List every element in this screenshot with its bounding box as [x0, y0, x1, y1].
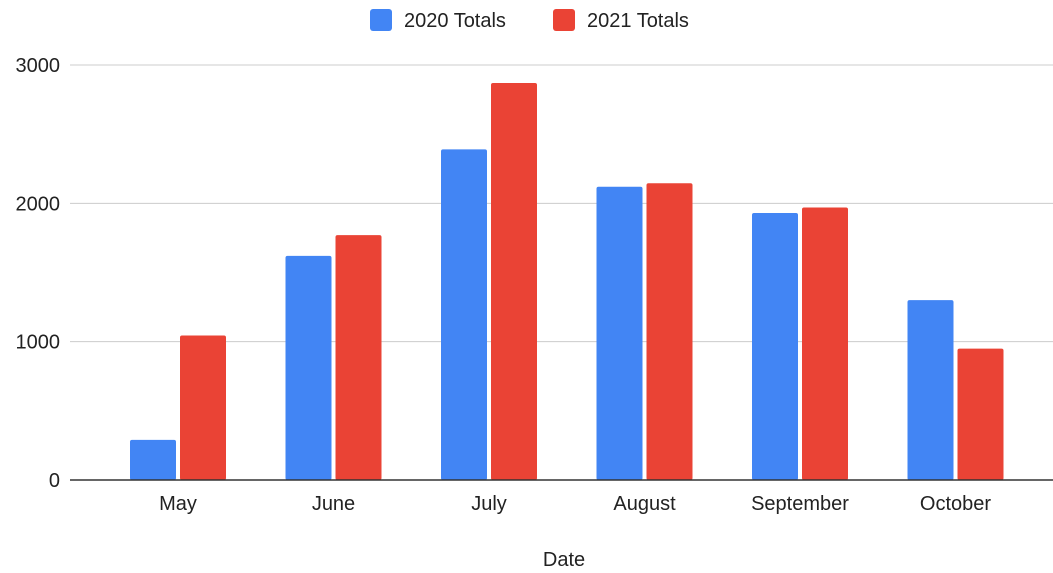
legend-label: 2020 Totals — [404, 10, 506, 32]
bar-series-1-october — [907, 300, 954, 480]
x-axis-ticks: May June July August September October — [159, 493, 991, 515]
bar-series-1-may — [130, 439, 176, 480]
legend: 2020 Totals 2021 Totals — [370, 9, 689, 32]
bar-series-1-september — [752, 213, 798, 480]
x-tick-label: August — [613, 493, 676, 515]
legend-swatch — [370, 9, 392, 31]
legend-label: 2021 Totals — [587, 10, 689, 32]
bar-series-1-july — [441, 149, 487, 480]
x-tick-label: June — [312, 493, 355, 515]
y-tick-label: 2000 — [16, 193, 61, 215]
x-axis-title: Date — [543, 549, 585, 571]
bar-series-2-may — [180, 335, 226, 480]
x-tick-label: May — [159, 493, 197, 515]
bar-series-2-october — [957, 348, 1004, 480]
x-tick-label: July — [471, 493, 507, 515]
bar-series-2-september — [802, 207, 848, 480]
y-tick-label: 3000 — [16, 55, 61, 77]
bar-series-2-august — [646, 183, 693, 480]
bar-series-1-august — [596, 186, 643, 480]
bar-series-1-june — [285, 255, 332, 480]
x-tick-label: September — [751, 493, 849, 515]
bar-series-2-june — [335, 235, 382, 480]
legend-swatch — [553, 9, 575, 31]
y-tick-label: 1000 — [16, 332, 61, 354]
y-axis-ticks: 0 1000 2000 3000 — [16, 55, 61, 492]
gridlines — [70, 64, 1053, 343]
x-tick-label: October — [920, 493, 991, 515]
bar-series-2-july — [491, 82, 537, 480]
bars — [130, 82, 1004, 480]
y-tick-label: 0 — [49, 470, 60, 492]
